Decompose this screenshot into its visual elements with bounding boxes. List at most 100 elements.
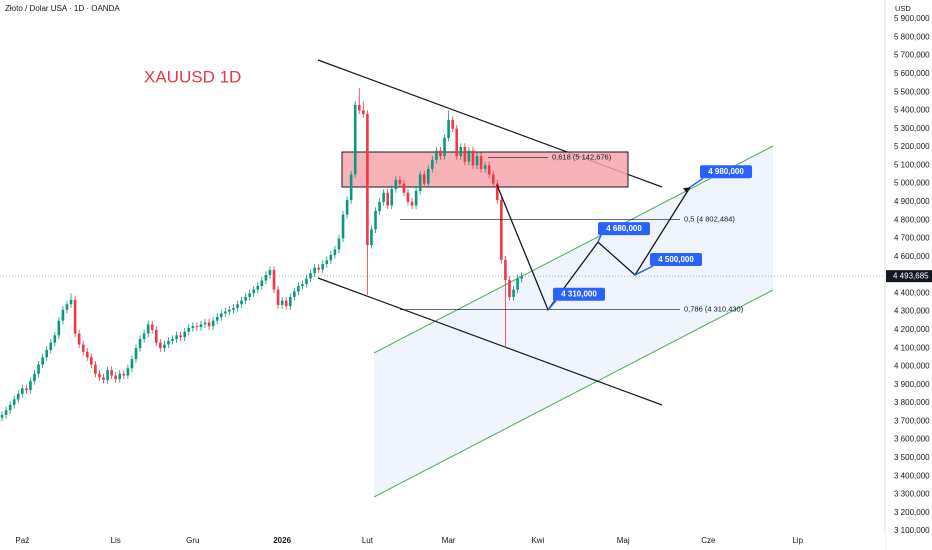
candle-body xyxy=(439,150,442,157)
candle-body xyxy=(130,359,134,369)
y-tick-label: 5 900,000 xyxy=(894,14,930,23)
candle-body xyxy=(16,393,20,400)
candle-body xyxy=(228,309,231,312)
y-tick-label: 4 000,000 xyxy=(894,362,930,371)
candle-body xyxy=(451,119,454,129)
candle-body xyxy=(90,357,93,365)
candle-body xyxy=(374,211,377,230)
candle-body xyxy=(25,388,28,391)
candle-body xyxy=(422,174,426,184)
candle-body xyxy=(455,128,459,157)
candle-body xyxy=(483,165,487,169)
candle-body xyxy=(402,183,406,193)
fib-label: 0,5 (4 802,484) xyxy=(684,215,735,224)
y-tick-label: 5 000,000 xyxy=(894,179,930,188)
candle-body xyxy=(276,289,280,305)
target-label: 4 500,000 xyxy=(658,255,694,264)
candle-body xyxy=(138,339,142,349)
candle-body xyxy=(378,201,381,211)
candle-body xyxy=(435,150,438,160)
candle-body xyxy=(211,320,215,327)
candle-body xyxy=(520,276,523,279)
candle-body xyxy=(146,324,150,334)
candle-body xyxy=(248,293,251,297)
target-callout xyxy=(598,222,650,236)
fib-label: 0,786 (4 310,430) xyxy=(684,305,744,314)
y-tick-label: 5 200,000 xyxy=(894,142,930,151)
candle-body xyxy=(337,238,341,250)
candle-body xyxy=(187,328,191,332)
candle-body xyxy=(114,375,117,380)
candle-body xyxy=(301,284,304,286)
candle-body xyxy=(479,156,483,169)
candle-body xyxy=(167,340,170,345)
candle-body xyxy=(512,289,515,297)
candle-body xyxy=(280,300,284,305)
candle-body xyxy=(406,192,410,202)
y-tick-label: 5 700,000 xyxy=(894,51,930,60)
candle-body xyxy=(69,299,73,305)
candle-body xyxy=(207,322,211,327)
candle-body xyxy=(215,317,219,321)
candle-body xyxy=(8,404,12,411)
candle-body xyxy=(4,410,8,415)
candle-body xyxy=(240,300,243,305)
candle-body xyxy=(21,388,24,394)
projection-zone xyxy=(374,146,773,497)
y-tick-label: 3 600,000 xyxy=(894,435,930,444)
candle-body xyxy=(496,183,499,201)
x-tick-label: Cze xyxy=(701,536,716,545)
target-label: 4 980,000 xyxy=(708,167,744,176)
candle-body xyxy=(272,270,276,290)
last-price-label: 4 493,685 xyxy=(893,271,929,280)
candle-body xyxy=(325,260,329,265)
candle-body xyxy=(142,333,146,339)
candle-body xyxy=(317,267,320,270)
candle-body xyxy=(471,150,475,166)
candle-body xyxy=(85,351,89,358)
candle-body xyxy=(426,168,430,184)
candle-body xyxy=(447,119,450,138)
candle-body xyxy=(175,335,178,339)
y-tick-label: 3 400,000 xyxy=(894,471,930,480)
projected-path xyxy=(496,184,691,312)
target-pointer xyxy=(634,265,654,276)
candle-body xyxy=(244,296,247,301)
y-tick-label: 3 800,000 xyxy=(894,398,930,407)
candle-body xyxy=(418,174,422,191)
candle-body xyxy=(305,278,308,285)
candle-body xyxy=(333,249,337,255)
candle-body xyxy=(33,373,36,382)
x-tick-label: Lip xyxy=(792,536,803,545)
candle-body xyxy=(106,370,109,380)
target-label: 4 310,000 xyxy=(561,290,597,299)
candle-body xyxy=(487,165,491,175)
candle-body xyxy=(321,264,325,270)
targets: 4 310,000 4 680,000 4 500,000 4 980,000 xyxy=(496,165,752,312)
candle-body xyxy=(256,285,260,290)
x-tick-label: Kwi xyxy=(531,536,544,545)
candle-body xyxy=(0,414,4,418)
target-callout xyxy=(650,253,702,266)
x-tick-label: Lut xyxy=(362,536,374,545)
candle-body xyxy=(370,229,373,246)
candle-body xyxy=(475,156,479,166)
x-tick-label: Maj xyxy=(617,536,630,545)
candle-body xyxy=(236,304,239,308)
x-tick-label: 2026 xyxy=(273,536,291,545)
y-tick-label: 4 400,000 xyxy=(894,288,930,297)
candle-body xyxy=(264,275,268,281)
candle-body xyxy=(102,377,105,380)
candle-body xyxy=(463,147,467,162)
y-tick-label: 4 200,000 xyxy=(894,325,930,334)
target-pointer xyxy=(689,177,704,188)
candle-body xyxy=(443,137,446,157)
y-tick-label: 3 300,000 xyxy=(894,490,930,499)
candle-body xyxy=(224,311,227,314)
y-tick-label: 4 700,000 xyxy=(894,234,930,243)
candle-body xyxy=(353,104,357,175)
candle-body xyxy=(41,357,44,365)
candle-body xyxy=(394,179,398,190)
candle-body xyxy=(61,309,65,321)
